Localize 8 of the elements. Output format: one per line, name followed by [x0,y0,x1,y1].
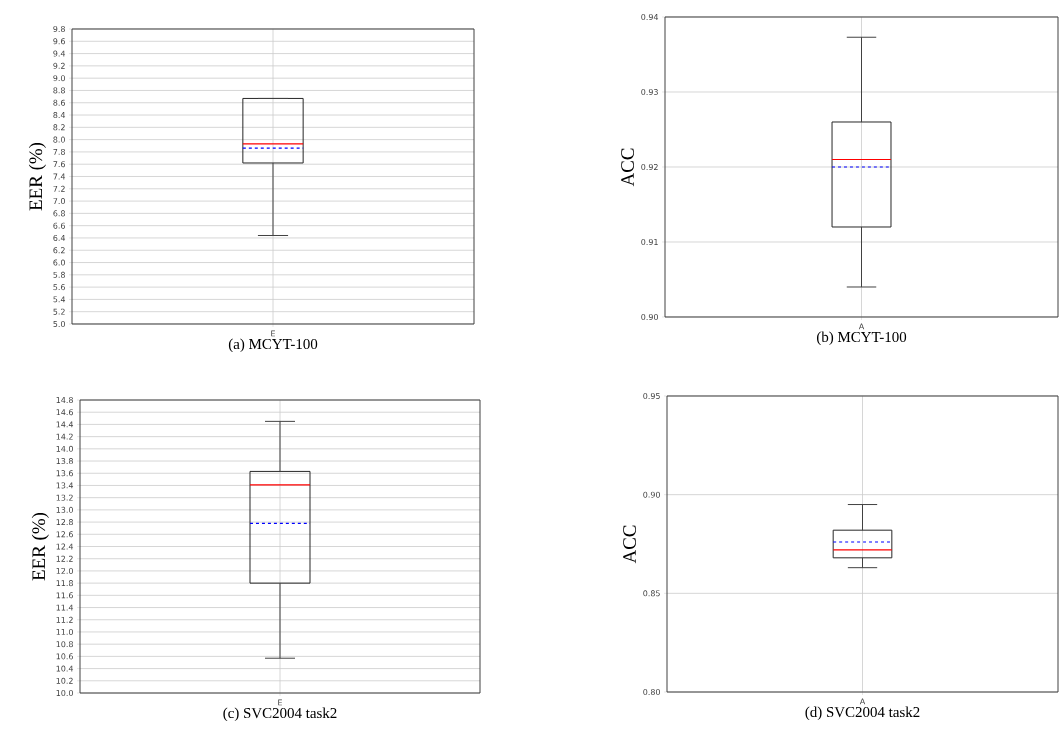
y-axis-title: EER (%) [31,512,49,581]
y-axis-title: EER (%) [28,142,46,211]
text: (d) SVC2004 task2 [805,706,920,721]
text: (b) MCYT-100 [816,331,907,346]
y-axis-title: ACC [623,525,636,564]
text: (a) MCYT-100 [228,338,318,353]
text: (c) SVC2004 task2 [223,707,337,722]
y-axis-title: ACC [621,148,634,187]
